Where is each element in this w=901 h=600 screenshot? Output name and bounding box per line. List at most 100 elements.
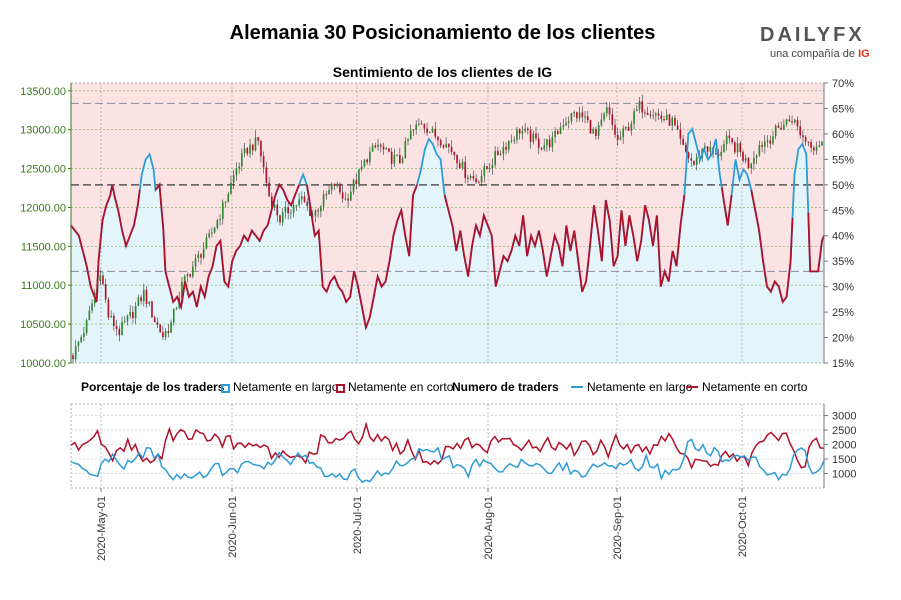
candle-body bbox=[300, 196, 303, 200]
candle-body bbox=[110, 315, 112, 318]
candle-body bbox=[407, 139, 409, 141]
candle-body bbox=[777, 125, 780, 128]
legend-pct-long: Netamente en largo bbox=[221, 380, 338, 394]
candle-body bbox=[219, 218, 221, 221]
candle-body bbox=[281, 212, 284, 223]
candle-body bbox=[347, 198, 349, 201]
candle-body bbox=[606, 107, 608, 114]
candle-body bbox=[360, 166, 363, 170]
candle-body bbox=[456, 155, 458, 164]
pct-tick-label: 15% bbox=[832, 358, 854, 370]
date-tick-label: 2020-Sep-01 bbox=[612, 496, 624, 560]
candle-body bbox=[502, 146, 505, 154]
candle-body bbox=[453, 151, 456, 156]
legend-pct-header: Porcentaje de los traders bbox=[81, 380, 225, 394]
candle-body bbox=[126, 315, 129, 322]
candle-body bbox=[687, 151, 690, 159]
candle-body bbox=[249, 144, 251, 154]
candle-body bbox=[366, 159, 368, 163]
pct-tick-label: 65% bbox=[832, 103, 854, 115]
date-tick-label: 2020-Jul-01 bbox=[352, 496, 364, 554]
candle-body bbox=[491, 164, 494, 169]
candle-body bbox=[535, 133, 537, 139]
candle-body bbox=[625, 126, 627, 129]
candle-body bbox=[567, 121, 570, 123]
candle-body bbox=[774, 125, 777, 137]
candle-body bbox=[151, 301, 153, 318]
candle-body bbox=[137, 297, 140, 306]
candle-body bbox=[295, 205, 298, 207]
candle-body bbox=[791, 121, 793, 123]
candle-body bbox=[211, 232, 213, 234]
candle-body bbox=[693, 160, 695, 165]
candle-body bbox=[714, 153, 717, 155]
legend-pct-short-label: Netamente en corto bbox=[348, 380, 454, 394]
candle-body bbox=[352, 180, 355, 192]
candle-body bbox=[382, 146, 385, 150]
candle-body bbox=[418, 123, 420, 125]
candle-body bbox=[736, 143, 739, 153]
candle-body bbox=[646, 112, 649, 115]
candle-body bbox=[810, 142, 812, 148]
chart-subtitle: Sentimiento de los clientes de IG bbox=[332, 64, 553, 80]
candle-body bbox=[709, 147, 712, 152]
candle-body bbox=[540, 147, 543, 150]
candle-body bbox=[164, 331, 167, 337]
candle-body bbox=[753, 157, 755, 164]
legend-pct-long-label: Netamente en largo bbox=[233, 380, 339, 394]
candle-body bbox=[409, 130, 412, 140]
candle-body bbox=[80, 337, 82, 342]
candle-body bbox=[635, 109, 638, 112]
candle-body bbox=[118, 328, 121, 336]
candle-body bbox=[371, 145, 374, 152]
candle-body bbox=[369, 151, 371, 163]
candle-body bbox=[330, 183, 333, 190]
candle-body bbox=[208, 233, 211, 238]
candle-body bbox=[341, 192, 344, 199]
candle-body bbox=[562, 125, 565, 128]
count-tick-label: 2000 bbox=[832, 440, 856, 452]
price-tick-label: 11000.00 bbox=[21, 280, 66, 292]
candle-body bbox=[676, 125, 679, 130]
date-tick-label: 2020-Jun-01 bbox=[227, 496, 239, 558]
candle-body bbox=[510, 140, 513, 142]
candle-body bbox=[271, 196, 273, 208]
candle-body bbox=[739, 143, 742, 153]
candle-body bbox=[426, 128, 428, 133]
candle-body bbox=[148, 301, 151, 305]
candle-body bbox=[543, 145, 546, 150]
count-tick-label: 2500 bbox=[832, 425, 856, 437]
candle-body bbox=[262, 156, 265, 168]
candle-body bbox=[314, 210, 317, 216]
candle-body bbox=[238, 166, 240, 169]
legend-long-swatch bbox=[221, 384, 230, 393]
candle-body bbox=[537, 138, 540, 148]
count-tick-label: 3000 bbox=[832, 411, 856, 423]
candle-body bbox=[565, 122, 567, 126]
candle-body bbox=[766, 140, 769, 142]
candle-body bbox=[450, 146, 453, 152]
candle-body bbox=[213, 227, 216, 233]
candle-body bbox=[581, 112, 584, 117]
candle-body bbox=[614, 124, 616, 135]
date-tick-label: 2020-Oct-01 bbox=[737, 496, 749, 557]
candle-body bbox=[472, 175, 475, 179]
candle-body bbox=[129, 311, 132, 316]
candle-body bbox=[725, 135, 728, 145]
candle-body bbox=[684, 144, 687, 152]
candle-body bbox=[276, 204, 279, 216]
candle-body bbox=[616, 134, 619, 140]
candle-body bbox=[548, 139, 551, 148]
candle-body bbox=[159, 324, 161, 333]
long-pct-area bbox=[71, 128, 824, 363]
candle-body bbox=[573, 112, 575, 114]
count-long-line bbox=[70, 438, 825, 484]
candle-body bbox=[592, 129, 595, 134]
candle-body bbox=[804, 137, 807, 142]
candle-body bbox=[170, 322, 172, 333]
candle-body bbox=[399, 154, 401, 164]
candle-body bbox=[279, 215, 281, 223]
count-tick-label: 1000 bbox=[832, 469, 856, 481]
candle-body bbox=[807, 141, 810, 143]
